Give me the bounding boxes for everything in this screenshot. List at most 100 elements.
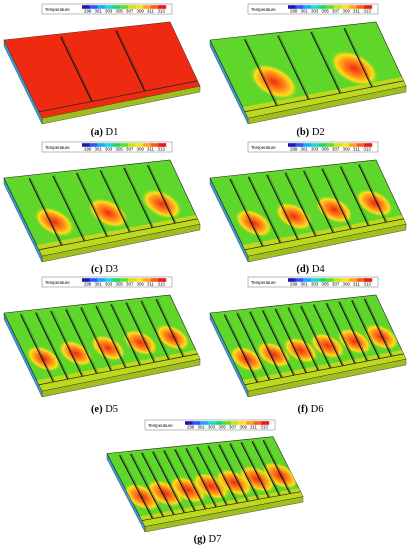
legend-tick: 309 bbox=[137, 282, 145, 287]
hot-spot bbox=[314, 195, 354, 225]
legend-swatch bbox=[356, 5, 365, 9]
caption-letter: (c) bbox=[90, 264, 103, 275]
legend-tick: 313 bbox=[158, 147, 166, 152]
fin-edge bbox=[116, 30, 147, 91]
legend-swatch bbox=[288, 5, 296, 9]
legend-tick: 303 bbox=[105, 282, 113, 287]
fin-edge bbox=[66, 308, 99, 374]
hot-spot bbox=[234, 208, 274, 238]
panel-g: Temperature 299 301 303 305 307 309 311 313 (g) … bbox=[105, 418, 310, 545]
fin-edge bbox=[311, 31, 342, 93]
heatmap-svg: Temperature 299 301 303 305 307 309 311 313 bbox=[3, 3, 201, 124]
fin-line bbox=[207, 445, 238, 504]
legend-swatch bbox=[349, 143, 357, 147]
legend-tick: 313 bbox=[261, 425, 269, 430]
fin-edge bbox=[175, 448, 207, 509]
fin-line bbox=[185, 448, 217, 508]
legend-swatch bbox=[303, 278, 312, 282]
legend-swatch bbox=[97, 278, 106, 282]
warm-edge-band bbox=[242, 350, 406, 391]
legend-swatch bbox=[310, 143, 319, 147]
legend-swatch bbox=[246, 421, 254, 425]
legend-tick: 301 bbox=[198, 425, 206, 430]
fin-edge bbox=[341, 165, 370, 226]
fin-edge bbox=[345, 27, 374, 87]
warm-edge-band bbox=[139, 488, 303, 527]
legend-swatch bbox=[143, 5, 151, 9]
legend-tick: 303 bbox=[311, 282, 319, 287]
color-legend: Temperature 299 301 303 305 307 309 311 313 bbox=[247, 3, 379, 15]
legend-swatch bbox=[135, 278, 144, 282]
caption-label: D2 bbox=[311, 127, 325, 138]
legend-frame bbox=[247, 141, 379, 153]
legend-tick: 309 bbox=[343, 9, 351, 14]
fins bbox=[119, 439, 292, 519]
fin-line bbox=[115, 30, 146, 92]
legend-tick: 305 bbox=[116, 9, 124, 14]
fins bbox=[60, 30, 147, 102]
legend-swatch bbox=[158, 5, 167, 9]
fin-edge bbox=[96, 305, 127, 368]
fins bbox=[229, 163, 388, 247]
legend-tick: 305 bbox=[322, 282, 330, 287]
legend-tick: 313 bbox=[364, 9, 372, 14]
fins bbox=[223, 298, 393, 383]
fin-edge bbox=[276, 308, 308, 373]
legend-title: Temperature bbox=[45, 7, 70, 12]
legend-frame bbox=[41, 141, 173, 153]
fin-line bbox=[284, 172, 316, 237]
fin-edge bbox=[231, 443, 260, 499]
color-legend: Temperature 299 301 303 305 307 309 311 313 bbox=[144, 419, 276, 431]
legend-swatch bbox=[104, 143, 113, 147]
fin-edge bbox=[263, 309, 296, 375]
legend-tick: 303 bbox=[105, 147, 113, 152]
legend-swatch bbox=[135, 5, 144, 9]
panel-d: Temperature 299 301 303 305 307 309 311 313 (d) … bbox=[208, 140, 413, 275]
fin-line bbox=[244, 39, 278, 106]
fin-edge bbox=[219, 444, 250, 501]
legend-swatch bbox=[333, 143, 342, 147]
heatmap-svg: Temperature 299 301 303 305 307 309 311 313 bbox=[3, 141, 201, 262]
legend-swatch bbox=[326, 143, 335, 147]
fin-edge bbox=[164, 449, 197, 511]
legend-tick: 299 bbox=[84, 282, 92, 287]
legend-swatch bbox=[127, 143, 136, 147]
legend-swatch bbox=[120, 278, 129, 282]
fin-line bbox=[35, 312, 69, 380]
fin-edge bbox=[148, 164, 177, 223]
legend-tick: 311 bbox=[353, 9, 361, 14]
fin-edge bbox=[127, 301, 156, 362]
caption: (g) D7 bbox=[105, 534, 310, 545]
fin-line bbox=[147, 164, 176, 224]
caption-label: D7 bbox=[208, 534, 222, 545]
fin-line bbox=[50, 310, 83, 377]
fin-line bbox=[247, 176, 281, 244]
fin-line bbox=[196, 446, 228, 506]
legend-swatch bbox=[349, 5, 357, 9]
legend-swatch bbox=[112, 278, 121, 282]
legend-swatch bbox=[89, 143, 98, 147]
legend-tick: 311 bbox=[147, 147, 155, 152]
legend-tick: 301 bbox=[301, 282, 309, 287]
legend-tick: 299 bbox=[290, 147, 298, 152]
legend-swatch bbox=[112, 5, 121, 9]
fin-line bbox=[119, 455, 154, 519]
legend-swatch bbox=[318, 5, 327, 9]
fin-edge bbox=[81, 306, 113, 371]
color-legend: Temperature 299 301 303 305 307 309 311 313 bbox=[247, 141, 379, 153]
hot-spot bbox=[255, 341, 292, 369]
fin-edge bbox=[77, 172, 109, 237]
panel-a: Temperature 299 301 303 305 307 309 311 313 (a) … bbox=[2, 2, 207, 138]
hot-zone bbox=[4, 22, 200, 118]
legend-swatch bbox=[150, 143, 159, 147]
panel-c: Temperature 299 301 303 305 307 309 311 313 (c) … bbox=[2, 140, 207, 275]
fins bbox=[20, 298, 185, 383]
legend-swatch bbox=[200, 421, 209, 425]
legend-swatch bbox=[230, 421, 239, 425]
legend-swatch bbox=[120, 5, 129, 9]
fin-line bbox=[351, 300, 380, 359]
legend-tick: 311 bbox=[250, 425, 258, 430]
fin-line bbox=[310, 31, 341, 94]
fin-edge bbox=[101, 169, 131, 232]
legend-tick: 303 bbox=[208, 425, 216, 430]
